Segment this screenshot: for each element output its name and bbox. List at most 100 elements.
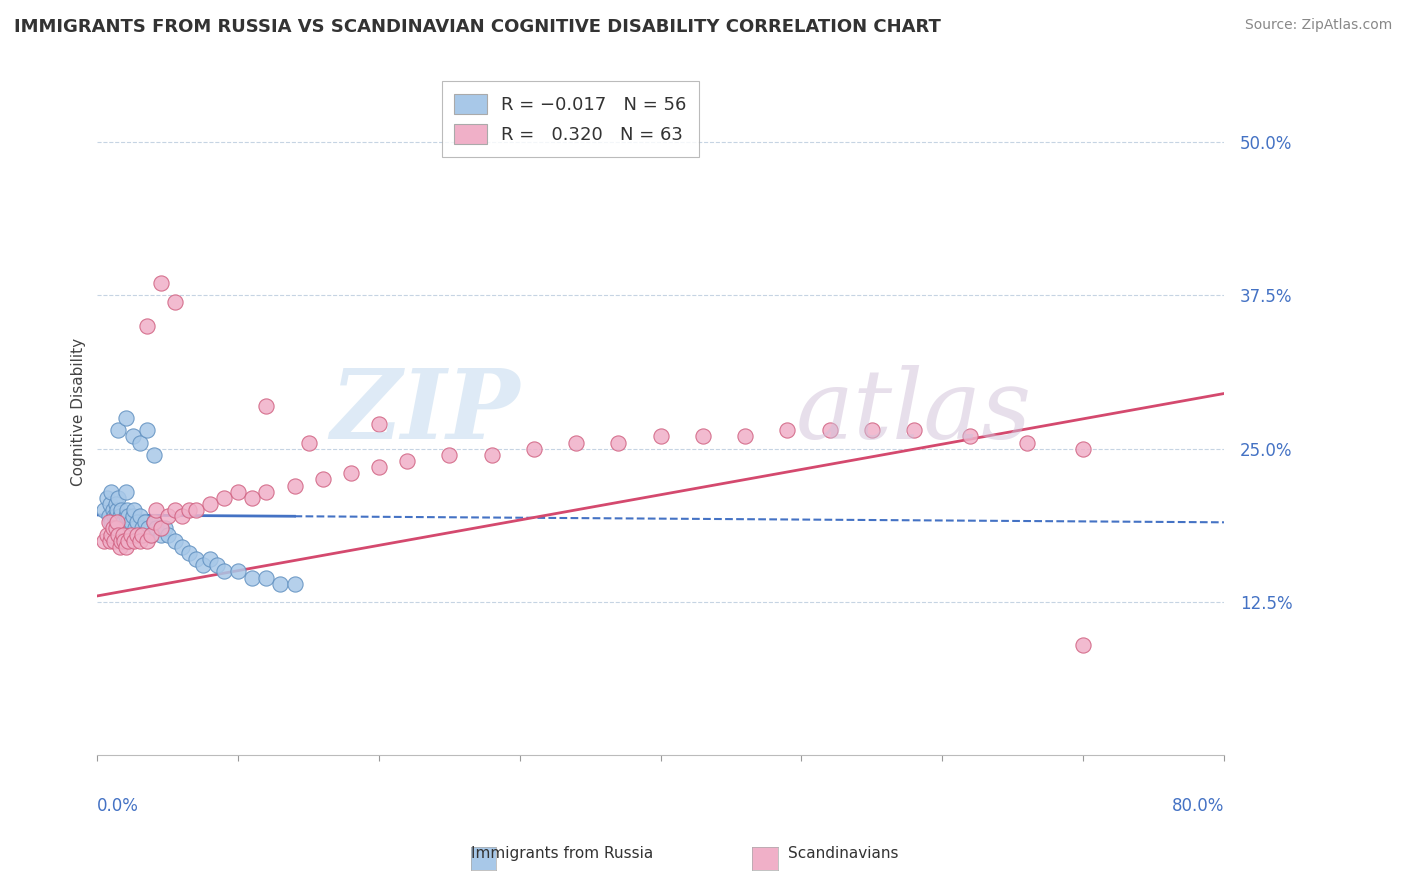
Point [128, 533, 150, 548]
Text: Scandinavians: Scandinavians [789, 846, 898, 861]
Point [269, 576, 291, 591]
Point [163, 294, 186, 309]
Text: IMMIGRANTS FROM RUSSIA VS SCANDINAVIAN COGNITIVE DISABILITY CORRELATION CHART: IMMIGRANTS FROM RUSSIA VS SCANDINAVIAN C… [14, 18, 941, 36]
Point [110, 503, 132, 517]
Point [107, 491, 129, 505]
Point [120, 527, 142, 541]
Point [142, 516, 165, 530]
Point [114, 540, 136, 554]
Point [170, 540, 193, 554]
Point [114, 484, 136, 499]
Point [105, 503, 128, 517]
Legend: R = −0.017   N = 56, R =   0.320   N = 63: R = −0.017 N = 56, R = 0.320 N = 63 [441, 81, 699, 157]
Point [439, 448, 461, 462]
Point [149, 527, 172, 541]
Point [818, 423, 841, 437]
Point [184, 503, 207, 517]
Point [131, 521, 153, 535]
Point [111, 516, 134, 530]
Point [96, 527, 118, 541]
Point [368, 460, 391, 475]
Point [145, 503, 167, 517]
Point [101, 503, 124, 517]
Point [254, 484, 277, 499]
Point [104, 509, 127, 524]
Text: 0.0%: 0.0% [97, 797, 139, 814]
Point [121, 429, 143, 443]
Point [112, 521, 135, 535]
Point [114, 411, 136, 425]
Point [115, 503, 138, 517]
Point [340, 467, 363, 481]
Point [481, 448, 503, 462]
Point [142, 516, 165, 530]
Point [198, 552, 221, 566]
Point [107, 423, 129, 437]
Point [156, 527, 179, 541]
Point [107, 521, 129, 535]
Point [100, 516, 122, 530]
Point [97, 509, 120, 524]
Point [240, 570, 263, 584]
Point [104, 521, 127, 535]
Point [121, 509, 143, 524]
Point [118, 521, 141, 535]
Point [145, 521, 167, 535]
Point [100, 484, 122, 499]
Point [122, 533, 145, 548]
Point [139, 527, 162, 541]
Point [93, 503, 115, 517]
Point [283, 478, 305, 492]
Point [134, 516, 156, 530]
Point [122, 503, 145, 517]
Point [396, 454, 419, 468]
Point [153, 521, 176, 535]
Point [1071, 638, 1094, 652]
Point [226, 565, 249, 579]
Point [205, 558, 228, 573]
Point [117, 533, 139, 548]
Point [103, 509, 125, 524]
Y-axis label: Cognitive Disability: Cognitive Disability [72, 338, 86, 486]
Point [903, 423, 925, 437]
Point [297, 435, 319, 450]
Point [226, 484, 249, 499]
Point [111, 527, 134, 541]
Point [108, 509, 131, 524]
Point [97, 516, 120, 530]
Point [114, 509, 136, 524]
Point [1071, 442, 1094, 456]
Point [124, 521, 146, 535]
Point [131, 527, 153, 541]
Point [110, 533, 132, 548]
Point [117, 509, 139, 524]
Point [734, 429, 756, 443]
Point [312, 472, 335, 486]
Point [254, 399, 277, 413]
Point [254, 570, 277, 584]
Point [104, 497, 127, 511]
Point [98, 533, 121, 548]
Point [108, 540, 131, 554]
Point [240, 491, 263, 505]
Point [120, 516, 142, 530]
Point [650, 429, 672, 443]
Point [105, 516, 128, 530]
Point [93, 533, 115, 548]
Point [142, 448, 165, 462]
Point [103, 533, 125, 548]
Point [128, 435, 150, 450]
Point [128, 509, 150, 524]
Text: 80.0%: 80.0% [1171, 797, 1225, 814]
Point [198, 497, 221, 511]
Point [135, 319, 157, 334]
Point [607, 435, 630, 450]
Point [149, 276, 172, 290]
Point [283, 576, 305, 591]
Point [136, 521, 159, 535]
Text: ZIP: ZIP [330, 365, 520, 459]
Point [177, 546, 200, 560]
Point [135, 423, 157, 437]
Point [96, 491, 118, 505]
Point [112, 533, 135, 548]
